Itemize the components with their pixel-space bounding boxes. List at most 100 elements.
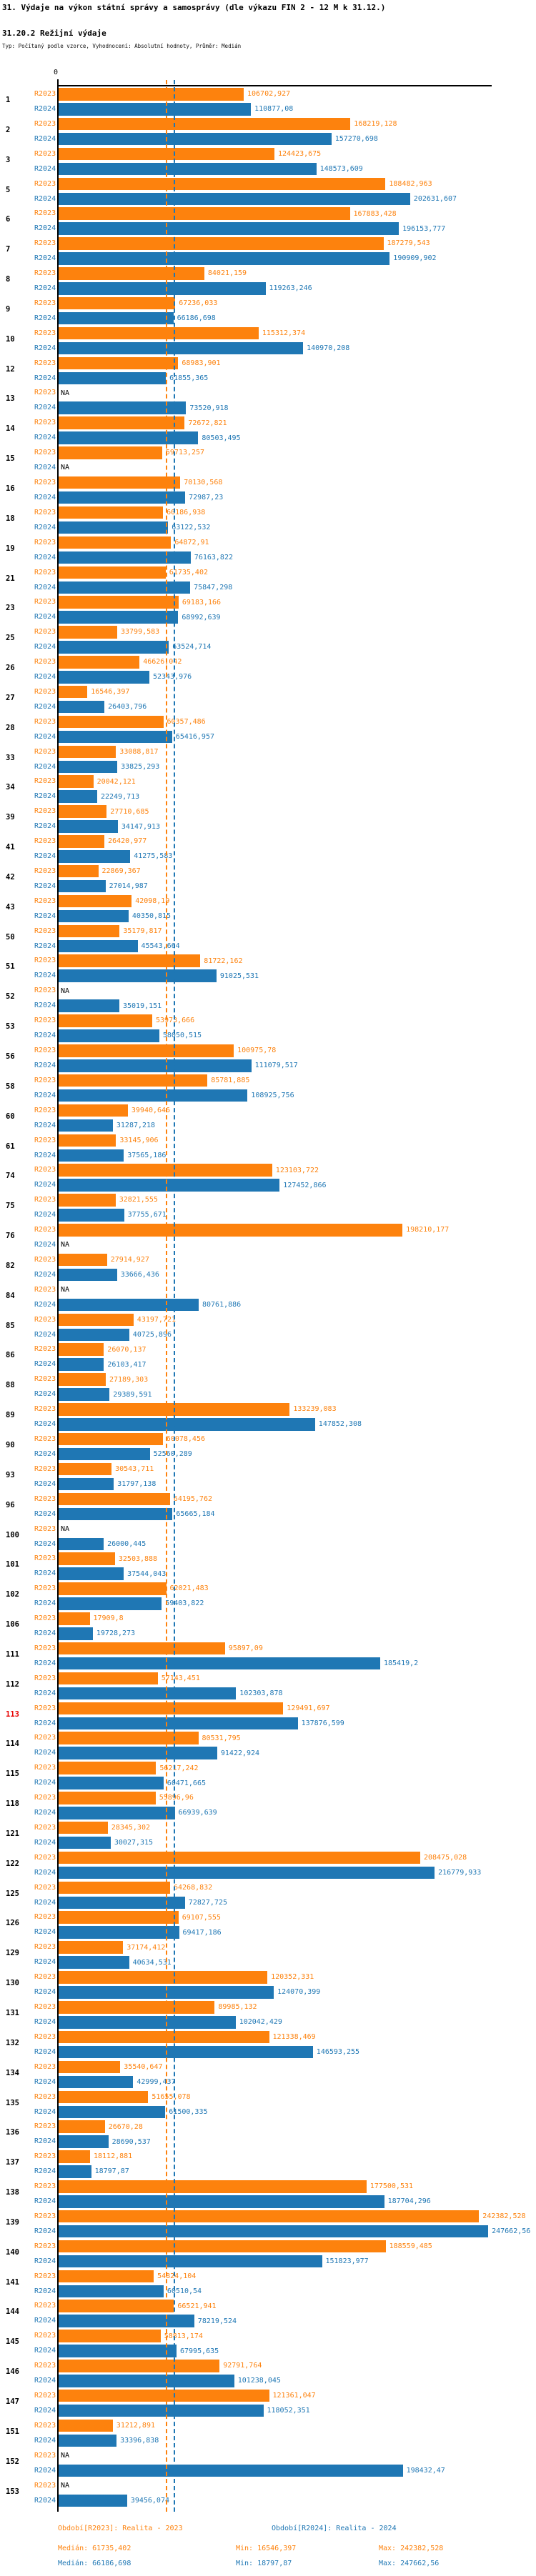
- value-label: 247662,56: [492, 2227, 531, 2236]
- bar: [59, 2016, 236, 2029]
- row-number: 41: [6, 843, 15, 852]
- value-label: 120352,331: [271, 1973, 314, 1982]
- series-label: R2023: [34, 1345, 56, 1354]
- bar: [59, 1851, 420, 1864]
- value-label: 151823,977: [325, 2257, 369, 2265]
- row-number: 101: [6, 1560, 19, 1569]
- stat-min-2024: Min: 18797,87: [236, 2560, 292, 2567]
- row-number: 52: [6, 992, 15, 1002]
- row-number: 144: [6, 2307, 19, 2317]
- bar-row-r2024: R2024 68992,639: [34, 611, 530, 624]
- bar: [59, 1492, 170, 1506]
- series-label: R2023: [34, 2302, 56, 2310]
- bar: [59, 1059, 252, 1072]
- value-label: 167883,428: [353, 209, 397, 218]
- value-label: 27189,303: [109, 1375, 149, 1384]
- value-label: 37174,412: [126, 1943, 166, 1952]
- value-label: 124423,675: [278, 149, 322, 158]
- value-label: 187279,543: [387, 239, 430, 248]
- bar-row-r2023: R2023 27710,685: [34, 805, 530, 818]
- value-label: 198432,47: [406, 2466, 445, 2475]
- na-label: NA: [61, 1524, 70, 1533]
- bar: [59, 820, 118, 833]
- bar-row-r2023: R2023 129491,697: [34, 1702, 530, 1715]
- bar-row-r2024: R2024 26000,445: [34, 1537, 530, 1550]
- series-label: R2024: [34, 2377, 56, 2385]
- series-label: R2024: [34, 1629, 56, 1638]
- series-label: R2024: [34, 762, 56, 771]
- value-label: 68983,901: [182, 359, 221, 367]
- row-number: 146: [6, 2367, 19, 2377]
- row-group: 129 R2023 37174,412 R2024 40634,531: [6, 1941, 530, 1971]
- bar-row-r2023: R2023 124423,675: [34, 147, 530, 161]
- series-label: R2023: [34, 957, 56, 965]
- bar-row-r2024: R2024 185419,2: [34, 1657, 530, 1670]
- value-label: 67236,033: [179, 299, 218, 308]
- value-label: 147852,308: [318, 1420, 362, 1429]
- bar-row-r2024: R2024 26403,796: [34, 700, 530, 714]
- bar: [59, 192, 410, 206]
- row-group: 21 R2023 61735,402 R2024 75847,298: [6, 566, 530, 596]
- value-label: 33396,838: [120, 2437, 159, 2445]
- value-label: 198210,177: [406, 1226, 450, 1234]
- series-label: R2024: [34, 464, 56, 472]
- bar-row-r2024: R2024 40725,896: [34, 1328, 530, 1342]
- series-label: R2023: [34, 747, 56, 756]
- series-label: R2023: [34, 389, 56, 397]
- series-label: R2023: [34, 1943, 56, 1952]
- value-label: 146593,255: [316, 2048, 360, 2057]
- bar: [59, 1358, 104, 1371]
- series-label: R2024: [34, 1181, 56, 1189]
- value-label: 80531,795: [202, 1734, 241, 1742]
- series-label: R2023: [34, 1734, 56, 1742]
- legend-label-2024: Období[R2024]: Realita - 2024: [272, 2525, 397, 2532]
- value-label: 26000,445: [107, 1539, 147, 1548]
- row-number: 58: [6, 1082, 15, 1091]
- row-group: 115 R2023 56217,242 R2024 60471,665: [6, 1762, 530, 1792]
- series-label: R2023: [34, 2332, 56, 2340]
- row-number: 51: [6, 962, 15, 972]
- bar-row-r2024: R2024 37544,043: [34, 1567, 530, 1580]
- series-label: R2024: [34, 732, 56, 741]
- value-label: 78219,524: [197, 2317, 237, 2325]
- series-label: R2023: [34, 1823, 56, 1832]
- series-label: R2024: [34, 2197, 56, 2206]
- chart-subtitle: 31.20.2 Režijní výdaje: [2, 29, 106, 38]
- x-axis-line: [57, 85, 492, 86]
- bar: [59, 566, 166, 579]
- value-label: 63122,532: [172, 524, 211, 532]
- bar: [59, 311, 174, 325]
- bar-row-r2023: R2023 55896,96: [34, 1792, 530, 1804]
- row-number: 84: [6, 1291, 15, 1300]
- row-group: 82 R2023 27914,927 R2024 33666,436: [6, 1253, 530, 1284]
- series-label: R2023: [34, 687, 56, 696]
- row-group: 10 R2023 115312,374 R2024 140970,208: [6, 326, 530, 357]
- series-label: R2023: [34, 837, 56, 846]
- bar-row-r2023: R2023 64872,91: [34, 536, 530, 549]
- bar-row-r2024: R2024 108925,756: [34, 1089, 530, 1102]
- series-label: R2023: [34, 419, 56, 427]
- bar: [59, 282, 266, 295]
- bar-row-r2023: R2023 80531,795: [34, 1732, 530, 1744]
- series-label: R2023: [34, 2212, 56, 2220]
- value-label: 137876,599: [301, 1719, 344, 1727]
- value-label: 75847,298: [194, 583, 233, 591]
- row-group: 60 R2023 39940,646 R2024 31287,218: [6, 1104, 530, 1134]
- series-label: R2024: [34, 1062, 56, 1069]
- bar: [59, 2120, 105, 2133]
- value-label: 80761,886: [202, 1301, 242, 1309]
- value-label: 123103,722: [275, 1166, 319, 1174]
- bar: [59, 1747, 217, 1759]
- bar: [59, 1792, 156, 1804]
- row-group: 28 R2023 60357,486 R2024 65416,957: [6, 715, 530, 746]
- bar: [59, 1014, 152, 1027]
- series-label: R2023: [34, 1584, 56, 1593]
- row-group: 5 R2023 188482,963 R2024 202631,607: [6, 177, 530, 208]
- bar: [59, 1807, 175, 1819]
- bar: [59, 939, 138, 953]
- bar-row-r2023: R2023 60078,456: [34, 1432, 530, 1446]
- value-label: 102303,878: [239, 1689, 283, 1697]
- bar-row-r2024: R2024 187704,296: [34, 2195, 530, 2208]
- bar: [59, 611, 179, 624]
